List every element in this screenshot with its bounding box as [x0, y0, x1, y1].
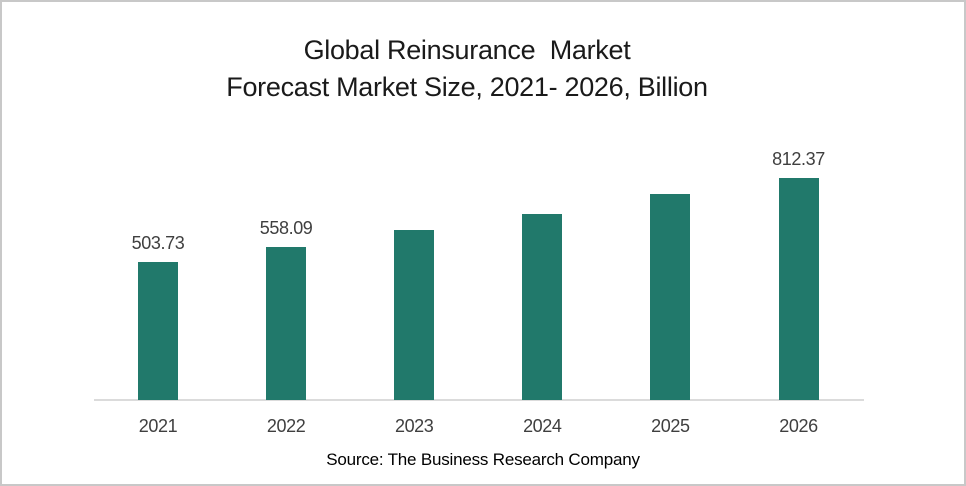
bar-group-2023: [374, 140, 454, 400]
chart-title-line2: Forecast Market Size, 2021- 2026, Billio…: [226, 72, 708, 102]
bar-value-label-2022: 558.09: [259, 218, 313, 238]
bar-2026: [778, 178, 819, 400]
x-axis-labels: 2021 2022 2023 2024 2025 2026: [94, 416, 864, 438]
bar-2021: [138, 262, 178, 400]
bar-group-2024: [502, 140, 582, 400]
plot-area: 503.73 558.09 812.37: [94, 140, 864, 401]
bar-2022: [266, 247, 307, 400]
bar-value-label-2021: 503.73: [131, 233, 185, 253]
x-axis-label-2022: 2022: [266, 416, 306, 436]
chart-title: Global Reinsurance Market Forecast Marke…: [2, 32, 948, 106]
bar-group-2021: 503.73: [118, 140, 198, 400]
x-axis-label-2025: 2025: [651, 416, 690, 436]
bar-group-2026: 812.37: [759, 140, 839, 400]
source-caption: Source: The Business Research Company: [326, 450, 640, 469]
chart-title-line1: Global Reinsurance Market: [303, 35, 631, 65]
bar-group-2025: [630, 140, 710, 400]
x-axis-label-2021: 2021: [138, 416, 178, 436]
x-axis-label-2023: 2023: [394, 416, 434, 436]
bar-2025: [650, 194, 691, 400]
bar-2023: [394, 230, 435, 400]
bar-2024: [522, 214, 563, 400]
x-axis-label-2026: 2026: [779, 416, 818, 436]
x-axis-label-2024: 2024: [523, 416, 562, 436]
bar-group-2022: 558.09: [246, 140, 326, 400]
x-axis-line: [94, 399, 864, 401]
bar-value-label-2026: 812.37: [772, 149, 825, 169]
